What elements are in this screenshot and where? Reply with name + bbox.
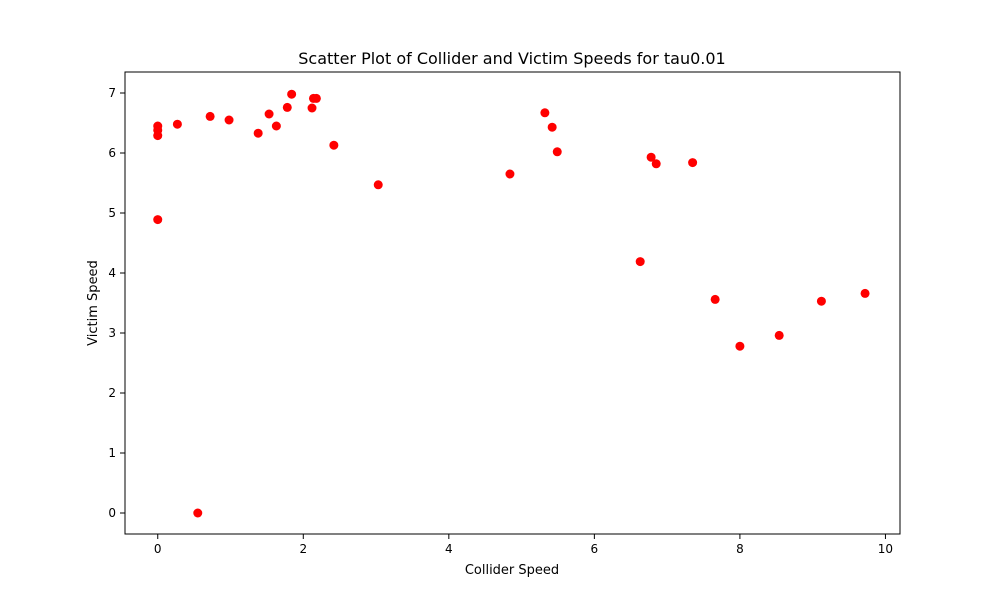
chart-title: Scatter Plot of Collider and Victim Spee… [298, 49, 725, 68]
scatter-point [646, 152, 656, 162]
scatter-point [153, 215, 163, 225]
y-axis-ticks: 0 1 2 3 4 5 6 7 [108, 86, 125, 520]
scatter-point [635, 257, 645, 267]
scatter-point [224, 115, 234, 125]
data-points [153, 89, 870, 518]
y-tick-label: 0 [108, 506, 116, 520]
scatter-point [547, 122, 557, 132]
scatter-point [774, 330, 784, 340]
scatter-point [651, 159, 661, 169]
scatter-point [287, 89, 297, 99]
scatter-point [540, 108, 550, 118]
scatter-point [271, 121, 281, 131]
scatter-point [710, 294, 720, 304]
scatter-point [505, 169, 515, 179]
scatter-point [816, 296, 826, 306]
plot-frame [124, 71, 901, 535]
scatter-point [552, 147, 562, 157]
scatter-point [373, 180, 383, 190]
y-tick-label: 4 [108, 266, 116, 280]
scatter-point [193, 508, 203, 518]
x-tick-label: 0 [154, 542, 162, 556]
x-tick-label: 8 [736, 542, 744, 556]
y-tick-label: 5 [108, 206, 116, 220]
scatter-point [253, 128, 263, 138]
scatter-point [735, 341, 745, 351]
y-tick-label: 3 [108, 326, 116, 340]
x-axis-label: Collider Speed [465, 563, 559, 578]
y-tick-label: 7 [108, 86, 116, 100]
x-tick-label: 4 [445, 542, 453, 556]
x-axis-ticks: 0 2 4 6 8 10 [154, 534, 893, 556]
scatter-point [264, 109, 274, 119]
scatter-point [153, 131, 163, 141]
scatter-point [860, 288, 870, 298]
x-tick-label: 2 [299, 542, 307, 556]
scatter-point [205, 111, 215, 121]
y-axis-label: Victim Speed [86, 260, 101, 346]
y-tick-label: 1 [108, 446, 116, 460]
y-tick-label: 6 [108, 146, 116, 160]
x-tick-label: 10 [878, 542, 893, 556]
y-tick-label: 2 [108, 386, 116, 400]
scatter-point [282, 102, 292, 112]
scatter-point [329, 140, 339, 150]
scatter-point [307, 103, 317, 113]
x-tick-label: 6 [591, 542, 599, 556]
scatter-point [172, 119, 182, 129]
scatter-point [688, 158, 698, 168]
scatter-point [311, 93, 321, 103]
